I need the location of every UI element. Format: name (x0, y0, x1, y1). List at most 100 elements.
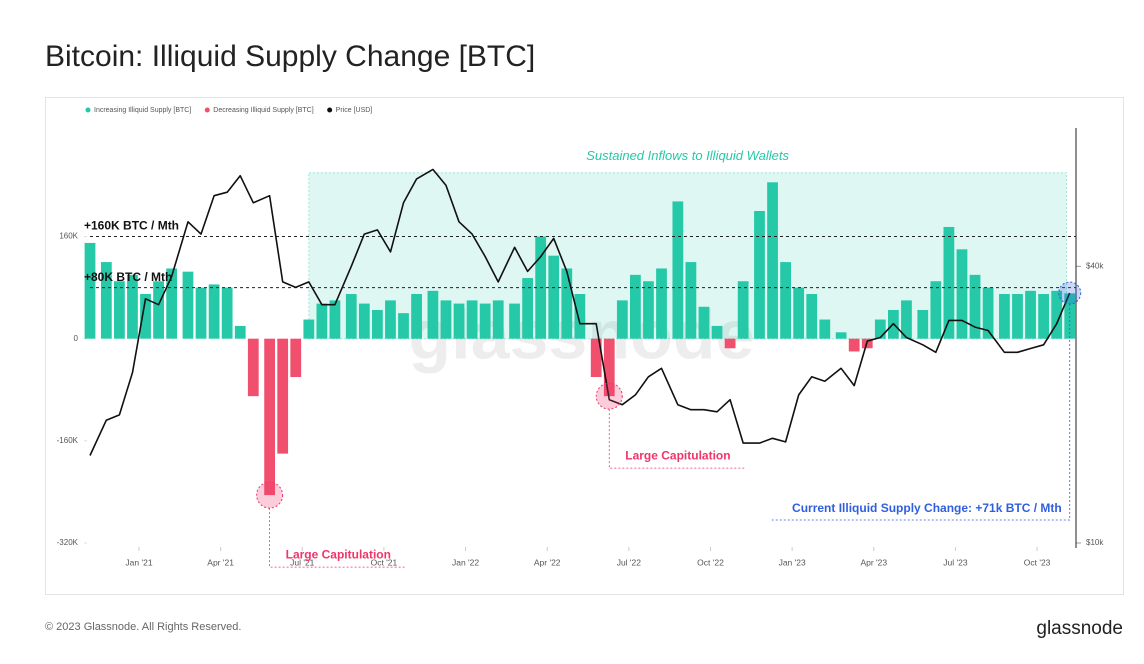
y-tick-label: 0 (74, 334, 79, 343)
legend-swatch (85, 107, 91, 113)
bar (264, 338, 276, 496)
bar (372, 309, 383, 339)
legend-label: Increasing Illiquid Supply [BTC] (94, 107, 191, 114)
bar (999, 294, 1010, 339)
bar (114, 281, 125, 339)
legend-swatch (204, 107, 210, 113)
bar (182, 271, 194, 339)
bar (982, 287, 994, 339)
bar (345, 294, 357, 339)
reference-label: +80K BTC / Mth (84, 270, 172, 284)
bar (166, 268, 178, 339)
bar (479, 303, 491, 339)
bar (629, 274, 641, 339)
bar (698, 306, 710, 339)
bar (440, 300, 452, 339)
y2-tick-label: $40k (1086, 261, 1104, 270)
bar (806, 294, 818, 339)
x-tick-label: Oct '23 (1024, 557, 1051, 567)
x-tick-label: Apr '21 (207, 557, 234, 567)
annotation-label: Large Capitulation (625, 448, 730, 462)
bar (140, 294, 151, 339)
y-tick-label: -320K (57, 538, 79, 547)
copyright: © 2023 Glassnode. All Rights Reserved. (45, 621, 241, 633)
bar (724, 338, 736, 349)
x-tick-label: Jul '22 (617, 557, 642, 567)
bar (492, 300, 504, 339)
bar (561, 268, 573, 339)
bar (754, 211, 765, 339)
bar (835, 332, 847, 339)
annotation-label: Large Capitulation (286, 547, 391, 561)
bar (1038, 294, 1049, 339)
bar (574, 294, 586, 339)
bar (398, 313, 409, 339)
annotation-marker (595, 382, 623, 410)
x-tick-label: Apr '22 (534, 557, 561, 567)
bar (956, 249, 968, 339)
bar (316, 303, 328, 339)
x-tick-label: Jan '23 (779, 557, 806, 567)
panel (45, 97, 1124, 595)
bar (195, 287, 207, 339)
bar (672, 201, 684, 339)
bar (819, 319, 831, 339)
bar (767, 182, 778, 339)
bar (411, 294, 422, 339)
bar (385, 300, 396, 339)
bar (466, 300, 478, 339)
bar (685, 262, 697, 339)
bar (711, 325, 723, 339)
bar (277, 338, 289, 454)
bar (780, 262, 791, 339)
x-tick-label: Jan '21 (125, 557, 152, 567)
current-leader (769, 303, 1071, 521)
chart-title: Bitcoin: Illiquid Supply Change [BTC] (45, 40, 535, 73)
bar (427, 290, 439, 339)
legend-label: Decreasing Illiquid Supply [BTC] (213, 107, 313, 114)
bar (590, 338, 602, 377)
x-tick-label: Jul '23 (943, 557, 968, 567)
bar (329, 300, 341, 339)
bar (100, 262, 112, 339)
bar (643, 281, 654, 339)
x-tick-label: Apr '23 (860, 557, 887, 567)
x-tick-label: Oct '21 (371, 557, 398, 567)
bar (522, 278, 534, 339)
reference-label: +160K BTC / Mth (84, 219, 179, 233)
bar (1051, 290, 1063, 339)
bar (247, 338, 259, 397)
y-tick-label: 160K (59, 232, 78, 241)
legend-label: Price [USD] (336, 107, 373, 114)
bar (509, 303, 520, 339)
x-tick-label: Jul '21 (290, 557, 315, 567)
bar (943, 226, 955, 339)
annotation-leader (608, 409, 745, 469)
bar (358, 303, 370, 339)
current-marker (1058, 281, 1082, 305)
bar (969, 274, 981, 339)
bar (127, 274, 138, 339)
bar (303, 319, 315, 339)
bar (616, 300, 628, 339)
price-line (89, 168, 1071, 456)
bar (737, 281, 749, 339)
y-tick-label: -160K (57, 436, 79, 445)
bar (548, 255, 560, 339)
legend-swatch (327, 107, 333, 113)
bar (793, 287, 805, 339)
x-tick-label: Jan '22 (452, 557, 479, 567)
bar (208, 284, 220, 339)
bar (1012, 294, 1023, 339)
bar (221, 287, 233, 339)
bar (603, 338, 615, 397)
bar (901, 300, 912, 339)
bar (1025, 290, 1036, 339)
bar (453, 303, 465, 339)
bar (234, 325, 246, 339)
annotation-marker (256, 481, 284, 509)
bar (848, 338, 860, 352)
current-label: Current Illiquid Supply Change: +71k BTC… (792, 501, 1062, 515)
bar (917, 309, 929, 339)
